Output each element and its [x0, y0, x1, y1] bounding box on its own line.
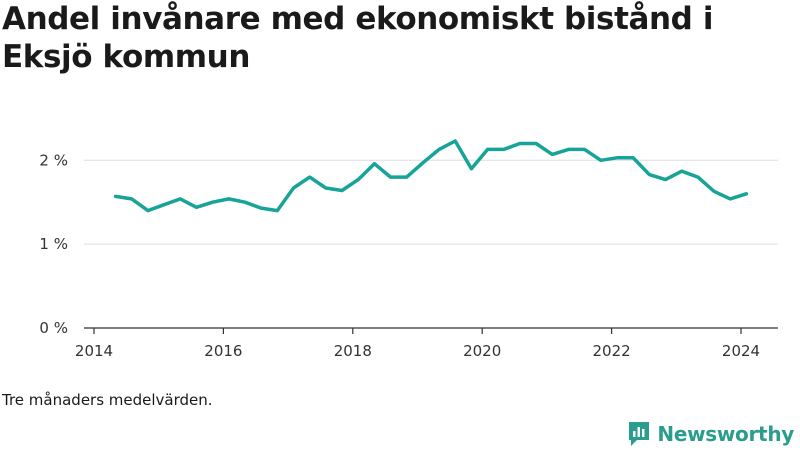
- line-chart: 0 % 1 % 2 % 2014 2016 2018 2020 2022 2024: [39, 139, 778, 360]
- x-tick-label: 2020: [463, 342, 501, 360]
- y-tick-label: 1 %: [39, 235, 68, 253]
- series-line: [113, 139, 749, 213]
- newsworthy-chart-bubble-icon: [629, 422, 650, 446]
- newsworthy-logo: Newsworthy: [627, 420, 794, 448]
- series-layer: [113, 139, 749, 213]
- chart-title: Andel invånare med ekonomiskt bistånd i …: [2, 1, 714, 75]
- y-axis-tick-labels: 0 % 1 % 2 %: [39, 151, 68, 337]
- gridlines: [84, 159, 778, 245]
- x-tick-label: 2024: [722, 342, 760, 360]
- y-tick-label: 0 %: [39, 319, 68, 337]
- x-axis-tick-labels: 2014 2016 2018 2020 2022 2024: [75, 328, 760, 360]
- x-tick-label: 2022: [593, 342, 631, 360]
- logo-text: Newsworthy: [657, 422, 794, 446]
- x-tick-label: 2016: [204, 342, 242, 360]
- x-tick-label: 2018: [334, 342, 372, 360]
- x-tick-label: 2014: [75, 342, 113, 360]
- chart-note: Tre månaders medelvärden.: [2, 391, 213, 409]
- y-tick-label: 2 %: [39, 151, 68, 169]
